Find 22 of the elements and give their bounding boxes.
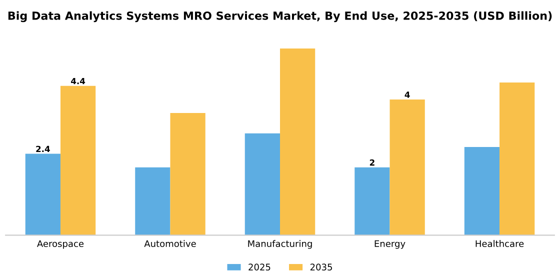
data-label: 2	[370, 159, 374, 166]
bar	[135, 167, 170, 236]
bar	[60, 86, 96, 236]
x-tick-label: Manufacturing	[248, 240, 312, 249]
legend-label: 2025	[248, 264, 270, 270]
x-tick-label: Energy	[374, 240, 406, 249]
x-tick-label: Automotive	[144, 240, 196, 248]
x-tick-label: Healthcare	[476, 240, 524, 248]
bar	[354, 167, 390, 236]
bar	[500, 82, 535, 236]
data-label: 2.4	[36, 146, 50, 152]
bar	[25, 154, 60, 236]
bar	[170, 113, 206, 236]
data-label: 4	[404, 92, 410, 98]
bar	[464, 146, 500, 236]
bar	[390, 99, 425, 236]
data-label: 4.4	[71, 78, 86, 84]
legend-label: 2035	[310, 264, 332, 270]
x-tick-label: Aerospace	[37, 240, 84, 249]
bar	[280, 48, 316, 236]
bar	[244, 133, 280, 236]
chart-title: Big Data Analytics Systems MRO Services Market, By End Use, 2025-2035 (USD Billion)	[8, 11, 552, 22]
